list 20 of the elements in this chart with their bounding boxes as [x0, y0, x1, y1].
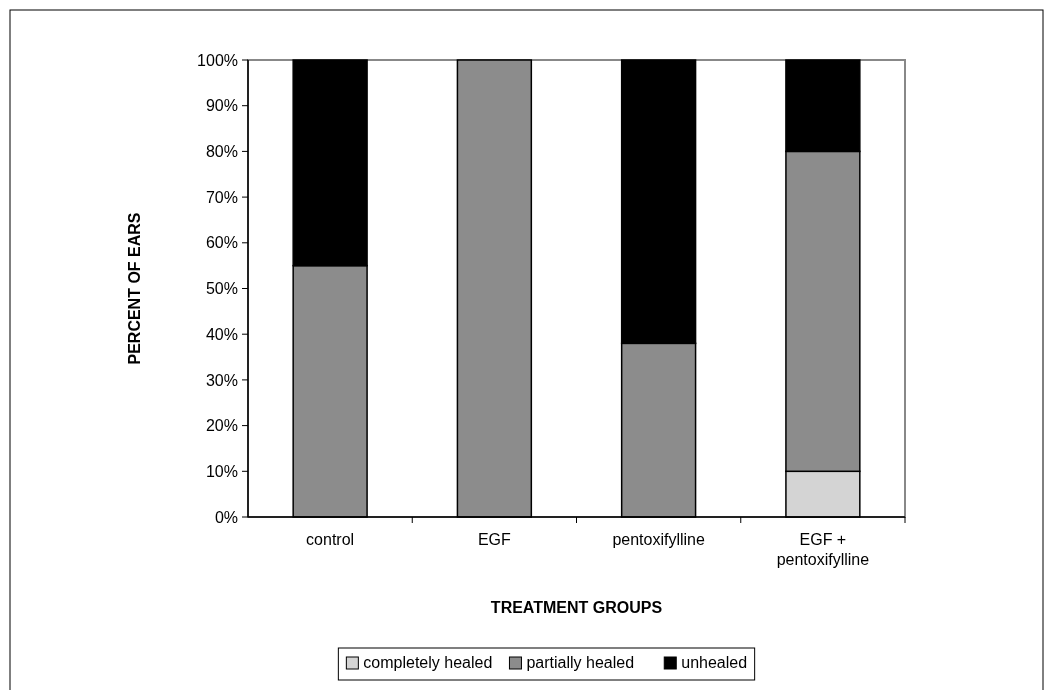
y-tick-label: 0%: [214, 508, 238, 526]
legend-label: unhealed: [681, 654, 748, 671]
legend-label: completely healed: [363, 654, 493, 671]
y-tick-label: 30%: [205, 371, 238, 389]
legend-label: partially healed: [526, 654, 635, 671]
y-tick-label: 10%: [205, 462, 238, 480]
x-tick-label: pentoxifylline: [612, 531, 705, 548]
y-tick-label: 80%: [205, 143, 238, 160]
y-tick-label: 40%: [205, 325, 238, 343]
y-tick-label: 100%: [197, 51, 238, 69]
y-tick-label: 70%: [205, 188, 238, 206]
x-tick-label: EGF: [477, 531, 512, 548]
y-tick-label: 20%: [205, 417, 238, 435]
y-tick-label: 60%: [205, 234, 238, 252]
y-axis-title: PERCENT OF EARS: [126, 212, 143, 365]
x-tick-label: EGF + pentoxifylline: [776, 531, 870, 568]
y-tick-label: 50%: [205, 280, 238, 298]
x-axis-title: TREATMENT GROUPS: [490, 599, 663, 616]
x-tick-label: control: [306, 531, 355, 548]
y-tick-label: 90%: [205, 97, 238, 115]
